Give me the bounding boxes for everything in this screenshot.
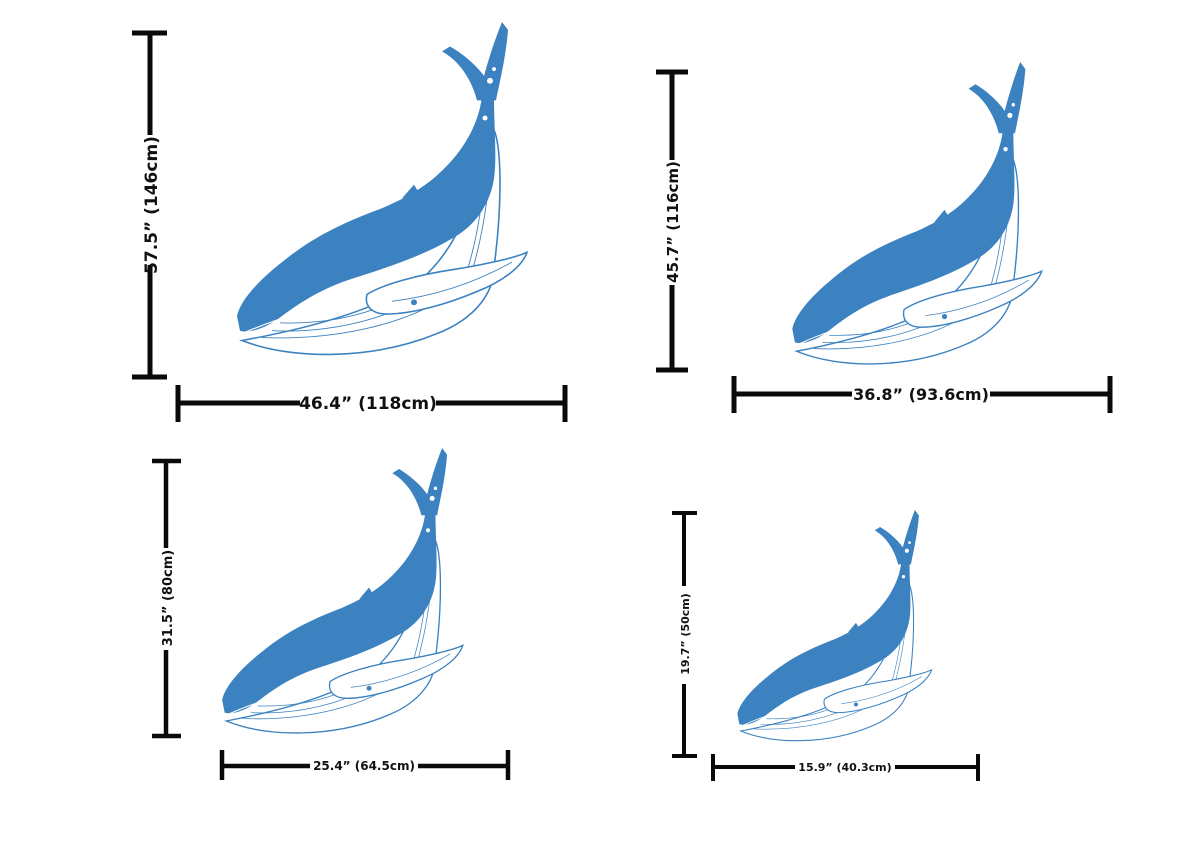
whale-sm-illustration: [736, 509, 933, 742]
whale-lg-group: 45.7” (116cm) 36.8” (93.6cm): [656, 61, 1113, 413]
whale-md-illustration: [221, 447, 464, 734]
width-label-md: 25.4” (64.5cm): [313, 759, 415, 773]
width-label-xl: 46.4” (118cm): [299, 394, 437, 414]
height-label-sm: 19.7” (50cm): [679, 593, 692, 675]
whale-lg-illustration: [791, 61, 1043, 365]
whale-md-group: 31.5” (80cm) 25.4” (64.5cm): [152, 447, 511, 780]
height-label-md: 31.5” (80cm): [161, 550, 176, 646]
height-label-xl: 57.5” (146cm): [142, 136, 162, 274]
whale-xl-illustration: [236, 21, 528, 356]
width-label-lg: 36.8” (93.6cm): [853, 385, 989, 404]
whale-xl-group: 57.5” (146cm) 46.4” (118cm): [132, 21, 568, 422]
width-label-sm: 15.9” (40.3cm): [798, 761, 891, 774]
whale-sm-group: 19.7” (50cm) 15.9” (40.3cm): [672, 509, 980, 781]
height-label-lg: 45.7” (116cm): [664, 161, 682, 283]
